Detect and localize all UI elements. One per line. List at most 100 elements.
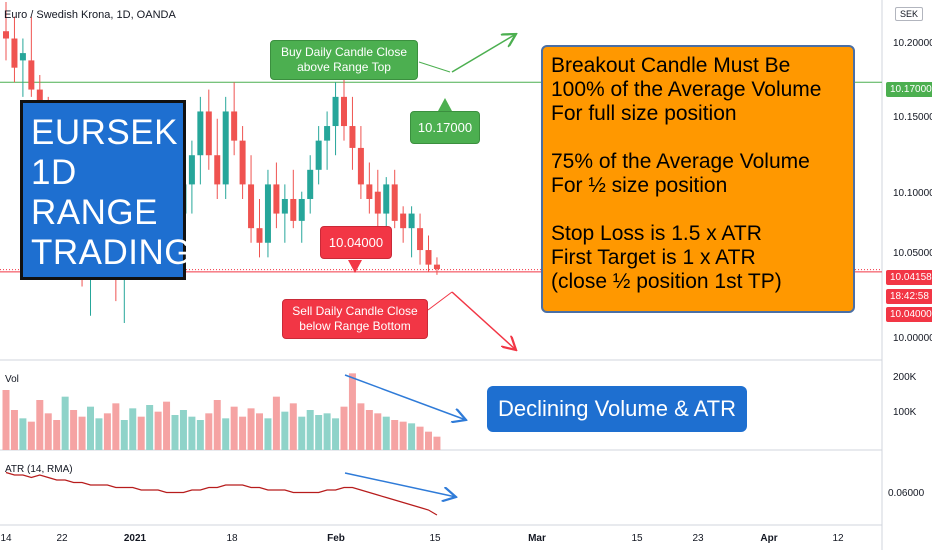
time-tick: Apr: [760, 533, 778, 544]
volume-bar: [2, 390, 10, 450]
sell-price-pointer: [348, 260, 362, 273]
time-tick: 14: [0, 533, 12, 544]
volume-bar: [137, 416, 145, 450]
candle-body: [391, 184, 398, 221]
candle-body: [383, 184, 390, 214]
volume-bar: [10, 410, 18, 450]
volume-bar: [289, 403, 297, 450]
candle-body: [281, 198, 288, 214]
volume-bar: [298, 416, 306, 450]
price-tick: 10.15000: [893, 112, 932, 123]
volume-bar: [222, 418, 230, 450]
volume-bar: [53, 420, 61, 450]
time-tick: Feb: [327, 533, 345, 544]
volume-bar: [272, 396, 280, 450]
volume-bar: [205, 413, 213, 450]
candle-body: [28, 60, 35, 90]
candle-body: [256, 228, 263, 243]
volume-bar: [44, 413, 52, 450]
rules-line: (close ½ position 1st TP): [551, 270, 782, 293]
volume-bar: [36, 400, 44, 450]
sell-note[interactable]: Sell Daily Candle Close below Range Bott…: [282, 299, 428, 339]
candle-body: [231, 111, 238, 141]
volume-bar: [256, 413, 263, 450]
rules-spacer: [551, 198, 845, 222]
sell-breakdown-arrow: [451, 291, 516, 350]
volume-bar: [433, 436, 441, 450]
candle-body: [11, 38, 18, 68]
candle-body: [341, 96, 347, 127]
volume-bar: [264, 418, 272, 450]
price-tick: 10.05000: [893, 248, 932, 259]
volume-bar: [188, 416, 196, 450]
sell-note-line: Sell Daily Candle Close: [292, 304, 418, 318]
rules-note[interactable]: Breakout Candle Must Be 100% of the Aver…: [541, 45, 855, 313]
price-tick: 10.10000: [893, 188, 932, 199]
currency-badge[interactable]: SEK: [895, 7, 924, 21]
current-price-tag: 10.04158: [886, 270, 932, 285]
volume-bar: [340, 406, 348, 450]
volume-bar: [399, 421, 407, 450]
time-tick: 15: [429, 533, 441, 544]
candle-body: [349, 126, 356, 148]
volume-bar: [382, 416, 390, 450]
volume-bar: [61, 396, 69, 450]
time-tick: Mar: [528, 533, 546, 544]
candle-body: [433, 264, 440, 270]
candle-body: [19, 53, 26, 61]
volume-bar: [213, 400, 221, 450]
buy-note[interactable]: Buy Daily Candle Close above Range Top: [270, 40, 418, 80]
title-box[interactable]: EURSEK 1D RANGE TRADING: [20, 100, 192, 280]
atr-label: ATR (14, RMA): [5, 464, 73, 475]
symbol-title[interactable]: Euro / Swedish Krona, 1D, OANDA: [4, 9, 176, 21]
candle-body: [357, 147, 364, 185]
volume-bar: [146, 405, 154, 450]
rules-spacer: [551, 126, 845, 150]
buy-note-line: Buy Daily Candle Close: [280, 45, 408, 59]
volume-bar: [154, 411, 162, 450]
time-tick: 23: [692, 533, 704, 544]
volume-label: Vol: [5, 374, 19, 385]
volume-bar: [70, 410, 78, 450]
buy-price-pointer: [438, 98, 452, 111]
candle-body: [324, 126, 331, 141]
volume-bar: [408, 423, 416, 450]
time-tick: 2021: [123, 533, 147, 544]
volume-bar: [374, 413, 382, 450]
sell-price-label[interactable]: 10.04000: [320, 226, 392, 259]
time-tick: 18: [226, 533, 238, 544]
price-tick: 10.20000: [893, 38, 932, 49]
candle-body: [298, 198, 305, 221]
range-bottom-price-tag: 10.04000: [886, 307, 932, 322]
volume-bar: [163, 401, 171, 450]
sell-note-connector: [427, 291, 453, 311]
buy-note-connector: [418, 61, 451, 73]
volume-bar: [95, 418, 103, 450]
volume-bar: [171, 415, 179, 450]
candle-body: [3, 31, 9, 39]
volume-note[interactable]: Declining Volume & ATR: [487, 386, 747, 432]
candle-body: [205, 111, 212, 156]
volume-tick: 200K: [893, 372, 917, 383]
candle-body: [417, 228, 424, 251]
candle-body: [400, 213, 407, 229]
volume-decline-arrow: [344, 374, 466, 420]
buy-breakout-arrow: [451, 34, 516, 73]
volume-bar: [416, 426, 424, 450]
rules-line: For full size position: [551, 102, 737, 125]
volume-bar: [281, 411, 289, 450]
time-tick: 12: [832, 533, 844, 544]
atr-line: [5, 471, 438, 516]
volume-bar: [179, 410, 187, 450]
rules-line: First Target is 1 x ATR: [551, 246, 756, 269]
sell-note-line: below Range Bottom: [299, 319, 411, 333]
volume-tick: 100K: [893, 407, 917, 418]
buy-price-label[interactable]: 10.17000: [410, 111, 480, 144]
price-tick: 10.00000: [893, 333, 932, 344]
rules-line: 100% of the Average Volume: [551, 78, 822, 101]
volume-bar: [365, 410, 373, 450]
volume-bar: [391, 420, 399, 450]
volume-bar: [239, 416, 247, 450]
candle-body: [290, 198, 297, 221]
candle-body: [188, 155, 195, 185]
